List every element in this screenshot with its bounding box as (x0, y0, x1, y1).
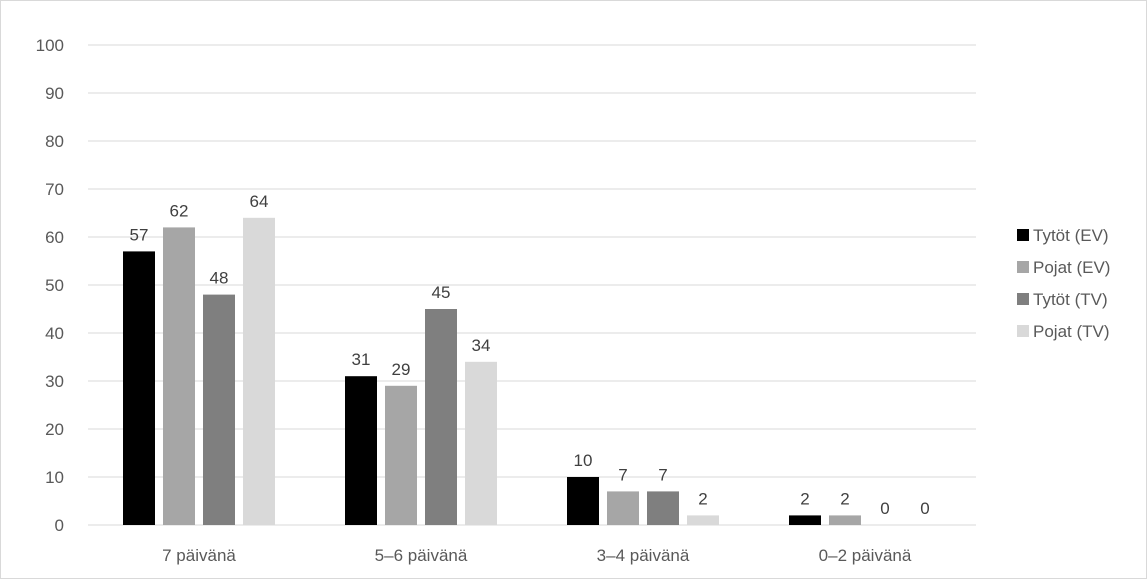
legend-label: Pojat (TV) (1033, 322, 1110, 341)
y-tick-label: 30 (45, 372, 64, 391)
bar (607, 491, 639, 525)
bar (385, 385, 417, 525)
data-label: 2 (800, 489, 809, 508)
x-tick-label: 0–2 päivänä (819, 546, 912, 565)
data-label: 31 (352, 350, 371, 369)
bars (123, 217, 861, 526)
bar (163, 227, 195, 525)
legend-swatch (1017, 261, 1029, 273)
y-tick-label: 40 (45, 324, 64, 343)
data-label: 0 (880, 499, 889, 518)
legend-label: Pojat (EV) (1033, 258, 1110, 277)
data-label: 48 (210, 269, 229, 288)
x-tick-label: 7 päivänä (162, 546, 236, 565)
data-label: 64 (250, 192, 269, 211)
data-label: 29 (392, 360, 411, 379)
bar (829, 515, 861, 525)
y-tick-label: 50 (45, 276, 64, 295)
data-label: 10 (574, 451, 593, 470)
data-label: 0 (920, 499, 929, 518)
bar (647, 491, 679, 525)
bar (789, 515, 821, 525)
legend-swatch (1017, 325, 1029, 337)
bar (687, 515, 719, 525)
y-tick-label: 90 (45, 84, 64, 103)
bar (345, 376, 377, 525)
y-tick-label: 70 (45, 180, 64, 199)
y-tick-label: 80 (45, 132, 64, 151)
y-tick-label: 10 (45, 468, 64, 487)
legend-swatch (1017, 293, 1029, 305)
legend-label: Tytöt (TV) (1033, 290, 1108, 309)
data-label: 62 (170, 201, 189, 220)
x-tick-label: 3–4 päivänä (597, 546, 690, 565)
data-label: 7 (658, 465, 667, 484)
legend: Tytöt (EV) Pojat (EV) Tytöt (TV) Pojat (TV) (1017, 226, 1110, 341)
bar (567, 477, 599, 525)
y-tick-label: 60 (45, 228, 64, 247)
x-tick-label: 5–6 päivänä (375, 546, 468, 565)
data-label: 7 (618, 465, 627, 484)
gridlines (88, 44, 976, 526)
bar (243, 217, 275, 526)
data-label: 57 (130, 225, 149, 244)
y-tick-label: 100 (36, 36, 64, 55)
bar (123, 251, 155, 525)
data-label: 2 (840, 489, 849, 508)
x-axis-ticks: 7 päivänä 5–6 päivänä 3–4 päivänä 0–2 päivä… (162, 546, 912, 565)
y-tick-label: 0 (55, 516, 64, 535)
legend-label: Tytöt (EV) (1033, 226, 1109, 245)
data-label: 45 (432, 283, 451, 302)
data-label: 34 (472, 336, 491, 355)
bar (203, 294, 235, 525)
data-labels: 57 62 48 64 31 29 45 34 10 7 7 2 2 2 0 0 (130, 192, 930, 518)
data-label: 2 (698, 489, 707, 508)
bar (425, 309, 457, 525)
bar (465, 361, 497, 525)
y-axis-ticks: 0 10 20 30 40 50 60 70 80 90 100 (36, 36, 64, 535)
legend-swatch (1017, 229, 1029, 241)
y-tick-label: 20 (45, 420, 64, 439)
